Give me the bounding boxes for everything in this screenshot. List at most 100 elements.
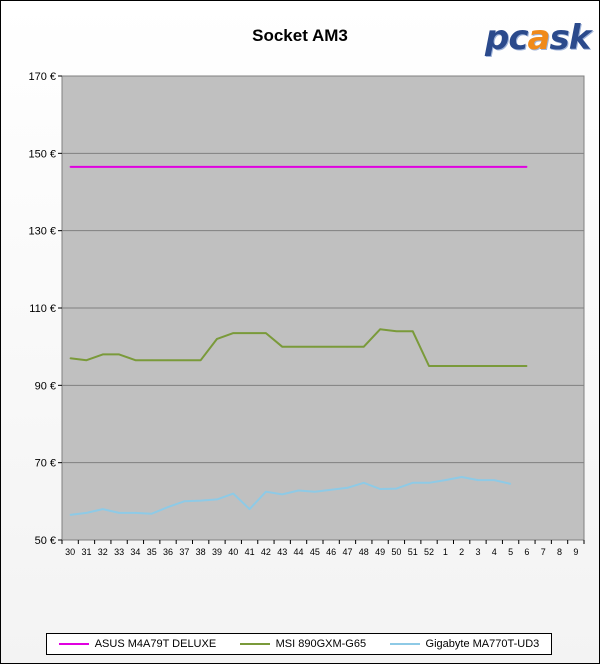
data-point — [509, 365, 512, 367]
x-tick-label: 49 — [375, 547, 385, 557]
data-point — [314, 166, 316, 168]
x-tick-label: 30 — [65, 547, 75, 557]
data-point — [526, 365, 528, 367]
data-point — [428, 166, 430, 168]
data-point — [477, 479, 479, 481]
x-tick-label: 45 — [310, 547, 320, 557]
x-tick-label: 50 — [391, 547, 401, 557]
data-point — [346, 487, 349, 489]
data-point — [509, 483, 512, 485]
x-tick-label: 3 — [475, 547, 480, 557]
data-point — [69, 357, 71, 359]
y-tick-label: 110 € — [29, 303, 56, 315]
data-point — [200, 499, 202, 502]
data-point — [379, 328, 381, 330]
x-tick-label: 37 — [179, 547, 189, 557]
legend-swatch — [239, 643, 270, 645]
data-point — [248, 166, 251, 168]
x-tick-label: 5 — [508, 547, 513, 557]
data-point — [395, 166, 398, 168]
data-point — [461, 365, 463, 367]
data-point — [134, 166, 137, 168]
legend-label: Gigabyte MA770T-UD3 — [425, 638, 540, 650]
data-point — [183, 166, 185, 168]
data-point — [118, 512, 120, 514]
x-tick-label: 51 — [408, 547, 418, 557]
data-point — [428, 365, 430, 367]
data-point — [297, 346, 300, 348]
x-tick-label: 33 — [114, 547, 124, 557]
y-tick-label: 150 € — [28, 148, 56, 160]
data-point — [363, 346, 365, 348]
legend-swatch — [389, 643, 420, 645]
data-point — [379, 488, 381, 490]
y-tick-label: 130 € — [28, 226, 56, 238]
y-tick-label: 170 € — [28, 71, 56, 83]
data-point — [281, 166, 283, 168]
data-point — [85, 512, 88, 514]
data-point — [118, 166, 120, 168]
data-point — [526, 166, 528, 168]
x-tick-label: 42 — [261, 547, 271, 557]
x-tick-label: 52 — [424, 547, 434, 557]
data-point — [412, 166, 414, 168]
data-point — [265, 491, 267, 493]
data-point — [346, 166, 349, 168]
data-point — [493, 166, 495, 168]
data-point — [151, 513, 153, 515]
x-tick-label: 39 — [212, 547, 222, 557]
data-point — [412, 482, 414, 484]
x-tick-label: 1 — [443, 547, 448, 557]
data-point — [265, 332, 267, 334]
data-point — [281, 493, 283, 495]
data-point — [85, 166, 88, 168]
data-point — [428, 482, 430, 484]
data-point — [281, 346, 283, 348]
data-point — [314, 491, 316, 493]
data-point — [265, 166, 267, 168]
data-point — [216, 338, 218, 340]
data-point — [167, 506, 169, 508]
data-point — [102, 353, 104, 355]
data-point — [363, 166, 365, 168]
data-point — [444, 365, 446, 367]
data-point — [167, 166, 169, 168]
data-point — [151, 166, 153, 168]
data-point — [85, 359, 88, 361]
data-point — [330, 346, 332, 348]
data-point — [509, 166, 512, 168]
data-point — [200, 166, 202, 168]
data-point — [461, 166, 463, 168]
x-tick-label: 40 — [228, 547, 238, 557]
data-point — [395, 487, 398, 490]
data-point — [346, 346, 349, 348]
x-tick-label: 48 — [359, 547, 369, 557]
x-tick-label: 36 — [163, 547, 173, 557]
x-tick-label: 2 — [459, 547, 464, 557]
data-point — [118, 353, 120, 355]
legend-swatch — [58, 643, 89, 645]
data-point — [314, 346, 316, 348]
data-point — [248, 508, 251, 510]
data-point — [102, 508, 104, 510]
data-point — [167, 359, 169, 361]
data-point — [330, 489, 332, 491]
data-point — [232, 332, 234, 334]
x-tick-label: 44 — [294, 547, 304, 557]
chart-legend: ASUS M4A79T DELUXE MSI 890GXM-G65 Gigaby… — [46, 633, 552, 655]
x-tick-label: 4 — [492, 547, 497, 557]
data-point — [477, 365, 479, 367]
x-tick-label: 38 — [196, 547, 206, 557]
legend-item: Gigabyte MA770T-UD3 — [389, 638, 540, 650]
data-point — [330, 166, 332, 168]
data-point — [69, 514, 71, 516]
data-point — [412, 330, 414, 332]
data-point — [444, 479, 446, 481]
legend-item: ASUS M4A79T DELUXE — [58, 638, 216, 650]
x-tick-label: 32 — [98, 547, 108, 557]
data-point — [151, 359, 153, 361]
x-tick-label: 31 — [81, 547, 91, 557]
x-tick-label: 34 — [130, 547, 140, 557]
x-tick-label: 41 — [245, 547, 255, 557]
data-point — [248, 332, 251, 334]
